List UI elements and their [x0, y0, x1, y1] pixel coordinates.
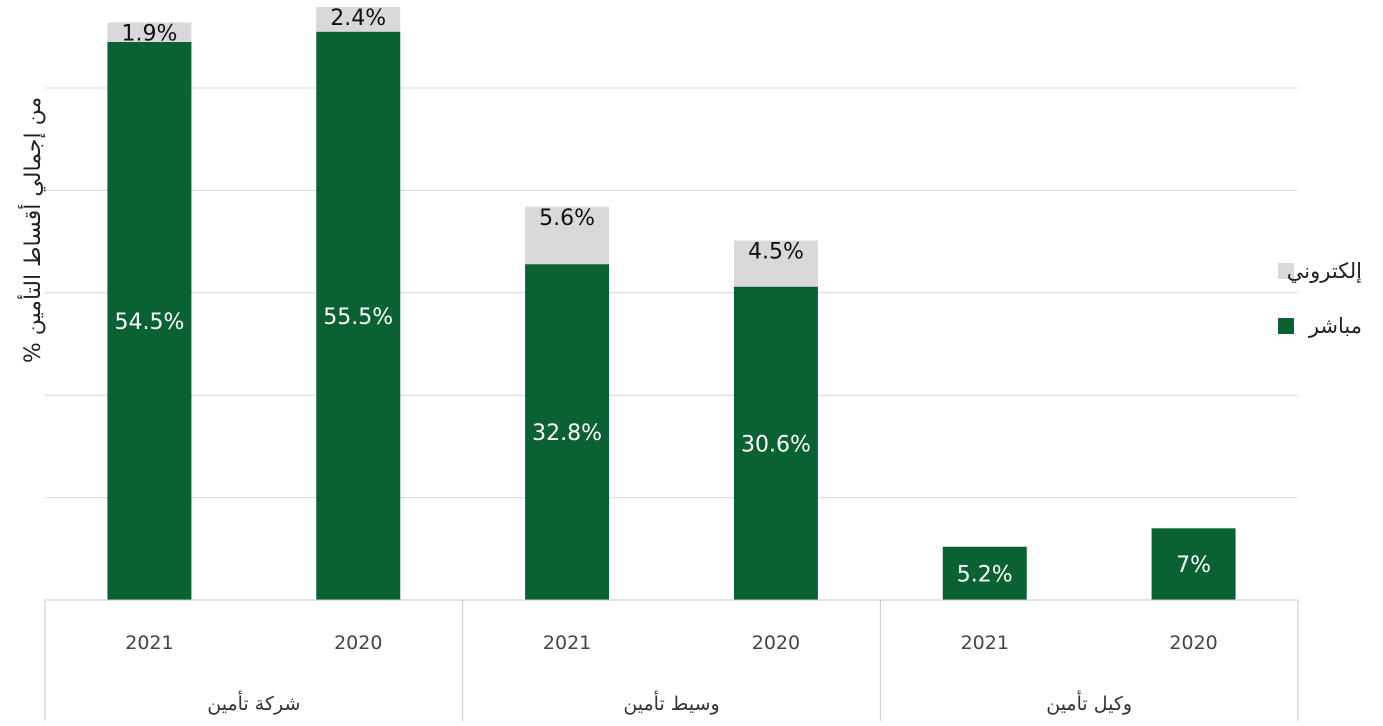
bar-direct: [942, 546, 1027, 600]
x-tick-label: 2021: [125, 632, 173, 654]
data-label-direct: 5.2%: [957, 562, 1013, 587]
data-labels: 54.5% 1.9% 55.5% 2.4% 32.8% 5.6% 30.6% 4.5% 5.2%…: [114, 6, 1211, 587]
data-label-direct: 7%: [1176, 553, 1211, 578]
data-label-electronic: 5.6%: [539, 206, 595, 231]
data-label-direct: 30.6%: [741, 432, 811, 457]
bar-direct: [316, 31, 401, 601]
bar-electronic: [733, 240, 818, 287]
legend-label: مباشر: [1308, 314, 1362, 338]
x-tick-label: 2021: [961, 632, 1009, 654]
data-label-direct: 32.8%: [532, 421, 602, 446]
legend: إلكتروني مباشر: [1278, 259, 1362, 338]
x-group-label: وسيط تأمين: [623, 690, 719, 715]
legend-label: إلكتروني: [1287, 259, 1362, 284]
legend-swatch: [1278, 263, 1294, 279]
gridlines: [45, 87, 1298, 499]
data-label-electronic: 4.5%: [748, 240, 804, 265]
bar-direct: [107, 41, 192, 601]
bars: [107, 7, 1236, 601]
y-axis-title: % من إجمالي أقساط التأمين: [17, 97, 46, 363]
x-tick-label: 2020: [752, 632, 800, 654]
bar-electronic: [316, 7, 401, 32]
bar-electronic: [525, 206, 610, 265]
x-tick-label: 2021: [543, 632, 591, 654]
bar-direct: [525, 264, 610, 600]
legend-swatch: [1278, 318, 1294, 334]
x-group-label: وكيل تأمين: [1046, 690, 1132, 715]
data-label-direct: 55.5%: [323, 305, 393, 330]
bar-electronic: [107, 22, 192, 42]
bar-direct: [733, 286, 818, 600]
data-label-electronic: 2.4%: [330, 6, 386, 31]
x-axis: 2021 2020 2021 2020 2021 2020 شركة تأمين وسيط ت…: [44, 599, 1299, 721]
bar-direct: [1151, 528, 1236, 600]
x-tick-label: 2020: [334, 632, 382, 654]
data-label-direct: 54.5%: [114, 310, 184, 335]
x-tick-label: 2020: [1169, 632, 1217, 654]
data-label-electronic: 1.9%: [121, 21, 177, 46]
x-group-label: شركة تأمين: [207, 690, 300, 715]
